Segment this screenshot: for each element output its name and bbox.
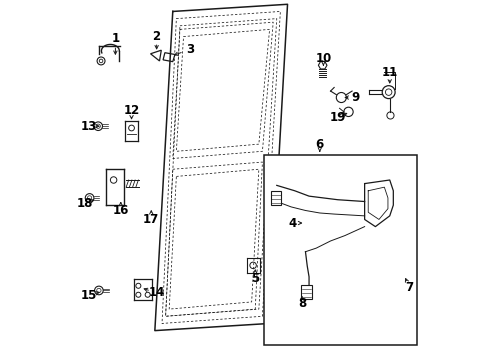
Text: 17: 17 xyxy=(143,213,159,226)
Text: 18: 18 xyxy=(77,197,93,210)
Text: 16: 16 xyxy=(112,204,129,217)
Text: 1: 1 xyxy=(111,32,119,45)
Text: 4: 4 xyxy=(288,216,296,230)
Text: 7: 7 xyxy=(405,281,413,294)
Text: 6: 6 xyxy=(315,138,323,150)
Text: 9: 9 xyxy=(351,91,359,104)
Text: 5: 5 xyxy=(251,272,259,285)
Bar xyxy=(301,285,311,299)
Text: 19: 19 xyxy=(329,111,345,124)
Text: 14: 14 xyxy=(148,287,164,300)
Text: 3: 3 xyxy=(186,42,194,55)
Text: 2: 2 xyxy=(152,30,161,43)
Text: 11: 11 xyxy=(381,66,397,79)
Bar xyxy=(264,155,416,345)
Bar xyxy=(271,191,281,205)
Text: 13: 13 xyxy=(80,120,97,133)
Text: 15: 15 xyxy=(80,289,97,302)
Text: 10: 10 xyxy=(315,51,331,64)
Text: 8: 8 xyxy=(297,297,305,310)
Text: 12: 12 xyxy=(123,104,140,117)
